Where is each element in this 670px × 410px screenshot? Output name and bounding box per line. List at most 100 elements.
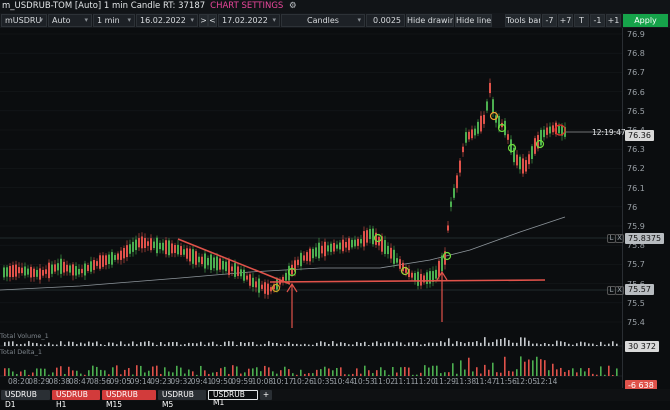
- candle-body: [342, 239, 344, 252]
- delta-bar: [272, 371, 274, 376]
- indicator-panels[interactable]: [0, 332, 622, 377]
- volume-bar: [252, 341, 254, 346]
- delta-bar: [284, 366, 286, 376]
- level-x-close-2[interactable]: X: [615, 286, 624, 295]
- delta-bar: [172, 372, 174, 376]
- delta-bar: [116, 365, 118, 376]
- delta-bar: [20, 371, 22, 376]
- volume-bar: [44, 344, 46, 346]
- delta-bar: [92, 365, 94, 376]
- level-x-close[interactable]: X: [615, 234, 624, 243]
- candle-body: [444, 251, 446, 265]
- next-button[interactable]: >: [199, 14, 208, 27]
- plus1-button[interactable]: +1: [606, 14, 621, 27]
- candle-body: [72, 264, 74, 276]
- delta-bar: [580, 368, 582, 376]
- candle-body: [315, 247, 317, 257]
- tab-usdrub-m1[interactable]: USDRUB M1: [208, 390, 258, 407]
- delta-bar: [60, 366, 62, 376]
- delta-bar: [380, 367, 382, 376]
- volume-bar: [404, 344, 406, 346]
- tab-usdrub-d1[interactable]: USDRUB D1: [1, 390, 50, 409]
- hide-drawing-button[interactable]: Hide drawing: [406, 14, 454, 27]
- candle-body: [234, 263, 236, 277]
- candle-body: [393, 249, 395, 264]
- candle-body: [366, 230, 368, 243]
- up-arrow-2: [436, 270, 448, 322]
- volume-bar: [540, 344, 542, 346]
- plus7-button[interactable]: +7: [558, 14, 573, 27]
- tab-usdrub-m5[interactable]: USDRUB M5: [158, 390, 206, 409]
- tools-bar-button[interactable]: Tools bar: [505, 14, 541, 27]
- chart-settings-link[interactable]: CHART SETTINGS: [210, 1, 284, 11]
- volume-bar: [228, 341, 230, 346]
- volume-bar: [208, 342, 210, 346]
- volume-bar: [172, 342, 174, 346]
- window-titlebar: m_USDRUB-TOM [Auto] 1 min Candle RT: 371…: [0, 0, 670, 13]
- step-field[interactable]: 0.0025: [366, 14, 405, 27]
- delta-bar: [360, 373, 362, 376]
- volume-bar: [184, 344, 186, 346]
- candle-body: [171, 243, 173, 254]
- delta-bar: [200, 365, 202, 376]
- tab-usdrub-h1[interactable]: USDRUB H1: [52, 390, 100, 409]
- volume-bar: [124, 344, 126, 346]
- add-tab-button[interactable]: +: [260, 390, 272, 400]
- delta-bar: [136, 365, 138, 376]
- candle-body: [225, 261, 227, 272]
- delta-bar: [540, 359, 542, 376]
- delta-bar: [516, 369, 518, 376]
- volume-bar: [260, 344, 262, 346]
- delta-bar: [504, 356, 506, 376]
- price-tick: 76.2: [627, 164, 645, 174]
- price-tick: 75.8: [627, 241, 645, 251]
- candle-body: [39, 268, 41, 280]
- prev-button[interactable]: <: [208, 14, 217, 27]
- candle-body: [462, 146, 464, 153]
- delta-bar: [188, 369, 190, 376]
- mode-select[interactable]: Auto: [48, 14, 92, 27]
- candle-body: [303, 255, 305, 261]
- candle-body: [369, 228, 371, 240]
- tab-usdrub-m15[interactable]: USDRUB M15: [102, 390, 156, 409]
- timeframe-select[interactable]: 1 min: [93, 14, 135, 27]
- hide-lines-button[interactable]: Hide lines: [455, 14, 492, 27]
- time-tick: 12:14: [535, 377, 558, 386]
- volume-bar: [220, 344, 222, 346]
- apply-button[interactable]: Apply: [623, 14, 668, 27]
- symbol-select[interactable]: mUSDRU: [1, 14, 47, 27]
- date-to-field[interactable]: 17.02.2022: [218, 14, 280, 27]
- candle-body: [486, 101, 488, 111]
- volume-bar: [144, 341, 146, 346]
- support-line: [269, 279, 546, 283]
- volume-value-badge: 30 372: [625, 341, 659, 352]
- delta-bar: [228, 373, 230, 376]
- chart-type-select[interactable]: Candles: [281, 14, 365, 27]
- candle-body: [207, 257, 209, 266]
- minus1-button[interactable]: -1: [590, 14, 605, 27]
- candle-body: [177, 244, 179, 255]
- candle-body: [318, 242, 320, 259]
- minus7-button[interactable]: -7: [542, 14, 557, 27]
- price-axis[interactable]: 76.976.876.776.676.576.476.376.276.17675…: [622, 28, 670, 391]
- date-from-field[interactable]: 16.02.2022: [136, 14, 198, 27]
- candle-body: [534, 138, 536, 154]
- delta-bar: [248, 368, 250, 376]
- volume-bar: [316, 342, 318, 346]
- delta-bar: [440, 373, 442, 376]
- gear-icon[interactable]: ⚙: [289, 1, 297, 11]
- candle-body: [456, 175, 458, 189]
- delta-bar: [552, 363, 554, 376]
- t-button[interactable]: T: [574, 14, 589, 27]
- price-chart[interactable]: [0, 28, 622, 332]
- delta-bar: [484, 364, 486, 376]
- volume-bar: [616, 343, 618, 346]
- delta-bar: [232, 365, 234, 376]
- candle-body: [273, 284, 275, 290]
- candle-body: [390, 247, 392, 259]
- volume-bar: [136, 344, 138, 346]
- candle-body: [417, 271, 419, 286]
- candle-body: [438, 260, 440, 277]
- candle-body: [291, 264, 293, 275]
- volume-bar: [560, 341, 562, 346]
